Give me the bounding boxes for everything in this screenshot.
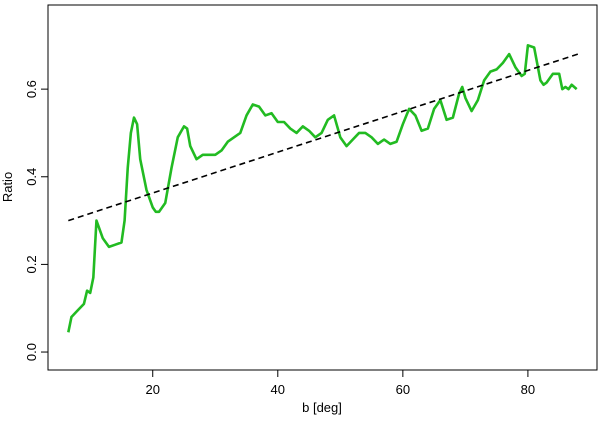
y-tick-label: 0.6 xyxy=(24,80,39,98)
line xyxy=(68,53,579,222)
y-tick-label: 0.2 xyxy=(24,255,39,273)
line xyxy=(67,44,578,333)
plot-box xyxy=(47,4,598,371)
x-tick-label: 80 xyxy=(521,382,535,397)
y-tick-label: 0.4 xyxy=(24,168,39,186)
x-axis-label: b [deg] xyxy=(302,400,342,415)
x-tick-label: 40 xyxy=(271,382,285,397)
x-tick-label: 60 xyxy=(396,382,410,397)
x-tick-label: 20 xyxy=(146,382,160,397)
y-tick-label: 0.0 xyxy=(24,343,39,361)
y-axis-label: Ratio xyxy=(0,172,15,202)
